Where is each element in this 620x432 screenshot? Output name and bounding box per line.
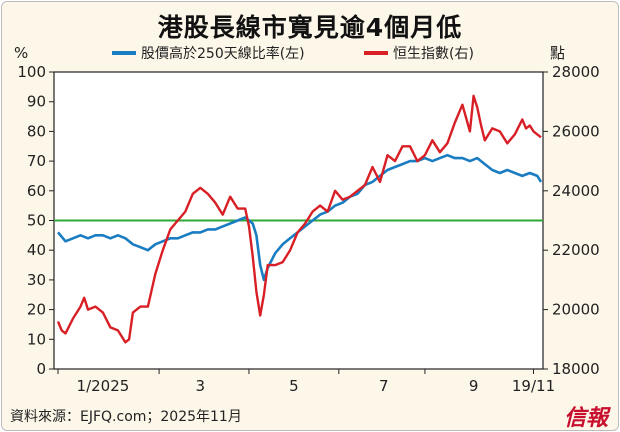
- x-tick-label: 7: [379, 377, 389, 395]
- x-tick-label: 3: [196, 377, 206, 395]
- left-tick-label: 20: [27, 301, 46, 319]
- series-group: [56, 94, 543, 344]
- legend-label-hsi: 恒生指數(右): [393, 46, 474, 62]
- x-tick-label: 19/11: [512, 377, 555, 395]
- legend-label-breadth: 股價高於250天線比率(左): [141, 45, 305, 62]
- left-axis-unit: %: [14, 44, 28, 62]
- right-tick-label: 26000: [552, 122, 600, 140]
- chart-title: 港股長線市寬見逾4個月低: [157, 13, 463, 42]
- source-note: 資料來源：EJFQ.com；2025年11月: [10, 409, 242, 425]
- left-tick-label: 90: [27, 93, 46, 111]
- right-tick-label: 22000: [552, 241, 600, 259]
- brand-logo: 信報: [564, 405, 609, 431]
- x-tick-label: 1/2025: [77, 377, 130, 395]
- left-tick-label: 60: [27, 182, 46, 200]
- left-tick-label: 40: [27, 241, 46, 259]
- x-tick-label: 9: [469, 377, 479, 395]
- left-tick-label: 50: [27, 212, 46, 230]
- legend: 股價高於250天線比率(左) 恒生指數(右): [112, 45, 474, 62]
- left-tick-label: 10: [27, 330, 46, 348]
- right-axis-unit: 點: [550, 44, 565, 62]
- right-tick-label: 28000: [552, 63, 600, 81]
- left-tick-label: 0: [36, 360, 46, 378]
- left-tick-label: 70: [27, 152, 46, 170]
- right-tick-label: 20000: [552, 301, 600, 319]
- series-line-hsi: [56, 94, 542, 344]
- right-tick-label: 24000: [552, 182, 600, 200]
- axes: 0 10 20 30 40 50 60 70 80 90 100 18000 20000 22000 240…: [17, 63, 599, 395]
- series-line-breadth: [57, 153, 543, 282]
- left-tick-label: 30: [27, 271, 46, 289]
- x-tick-label: 5: [289, 377, 299, 395]
- right-tick-label: 18000: [552, 360, 600, 378]
- left-tick-label: 100: [17, 63, 46, 81]
- left-tick-label: 80: [27, 122, 46, 140]
